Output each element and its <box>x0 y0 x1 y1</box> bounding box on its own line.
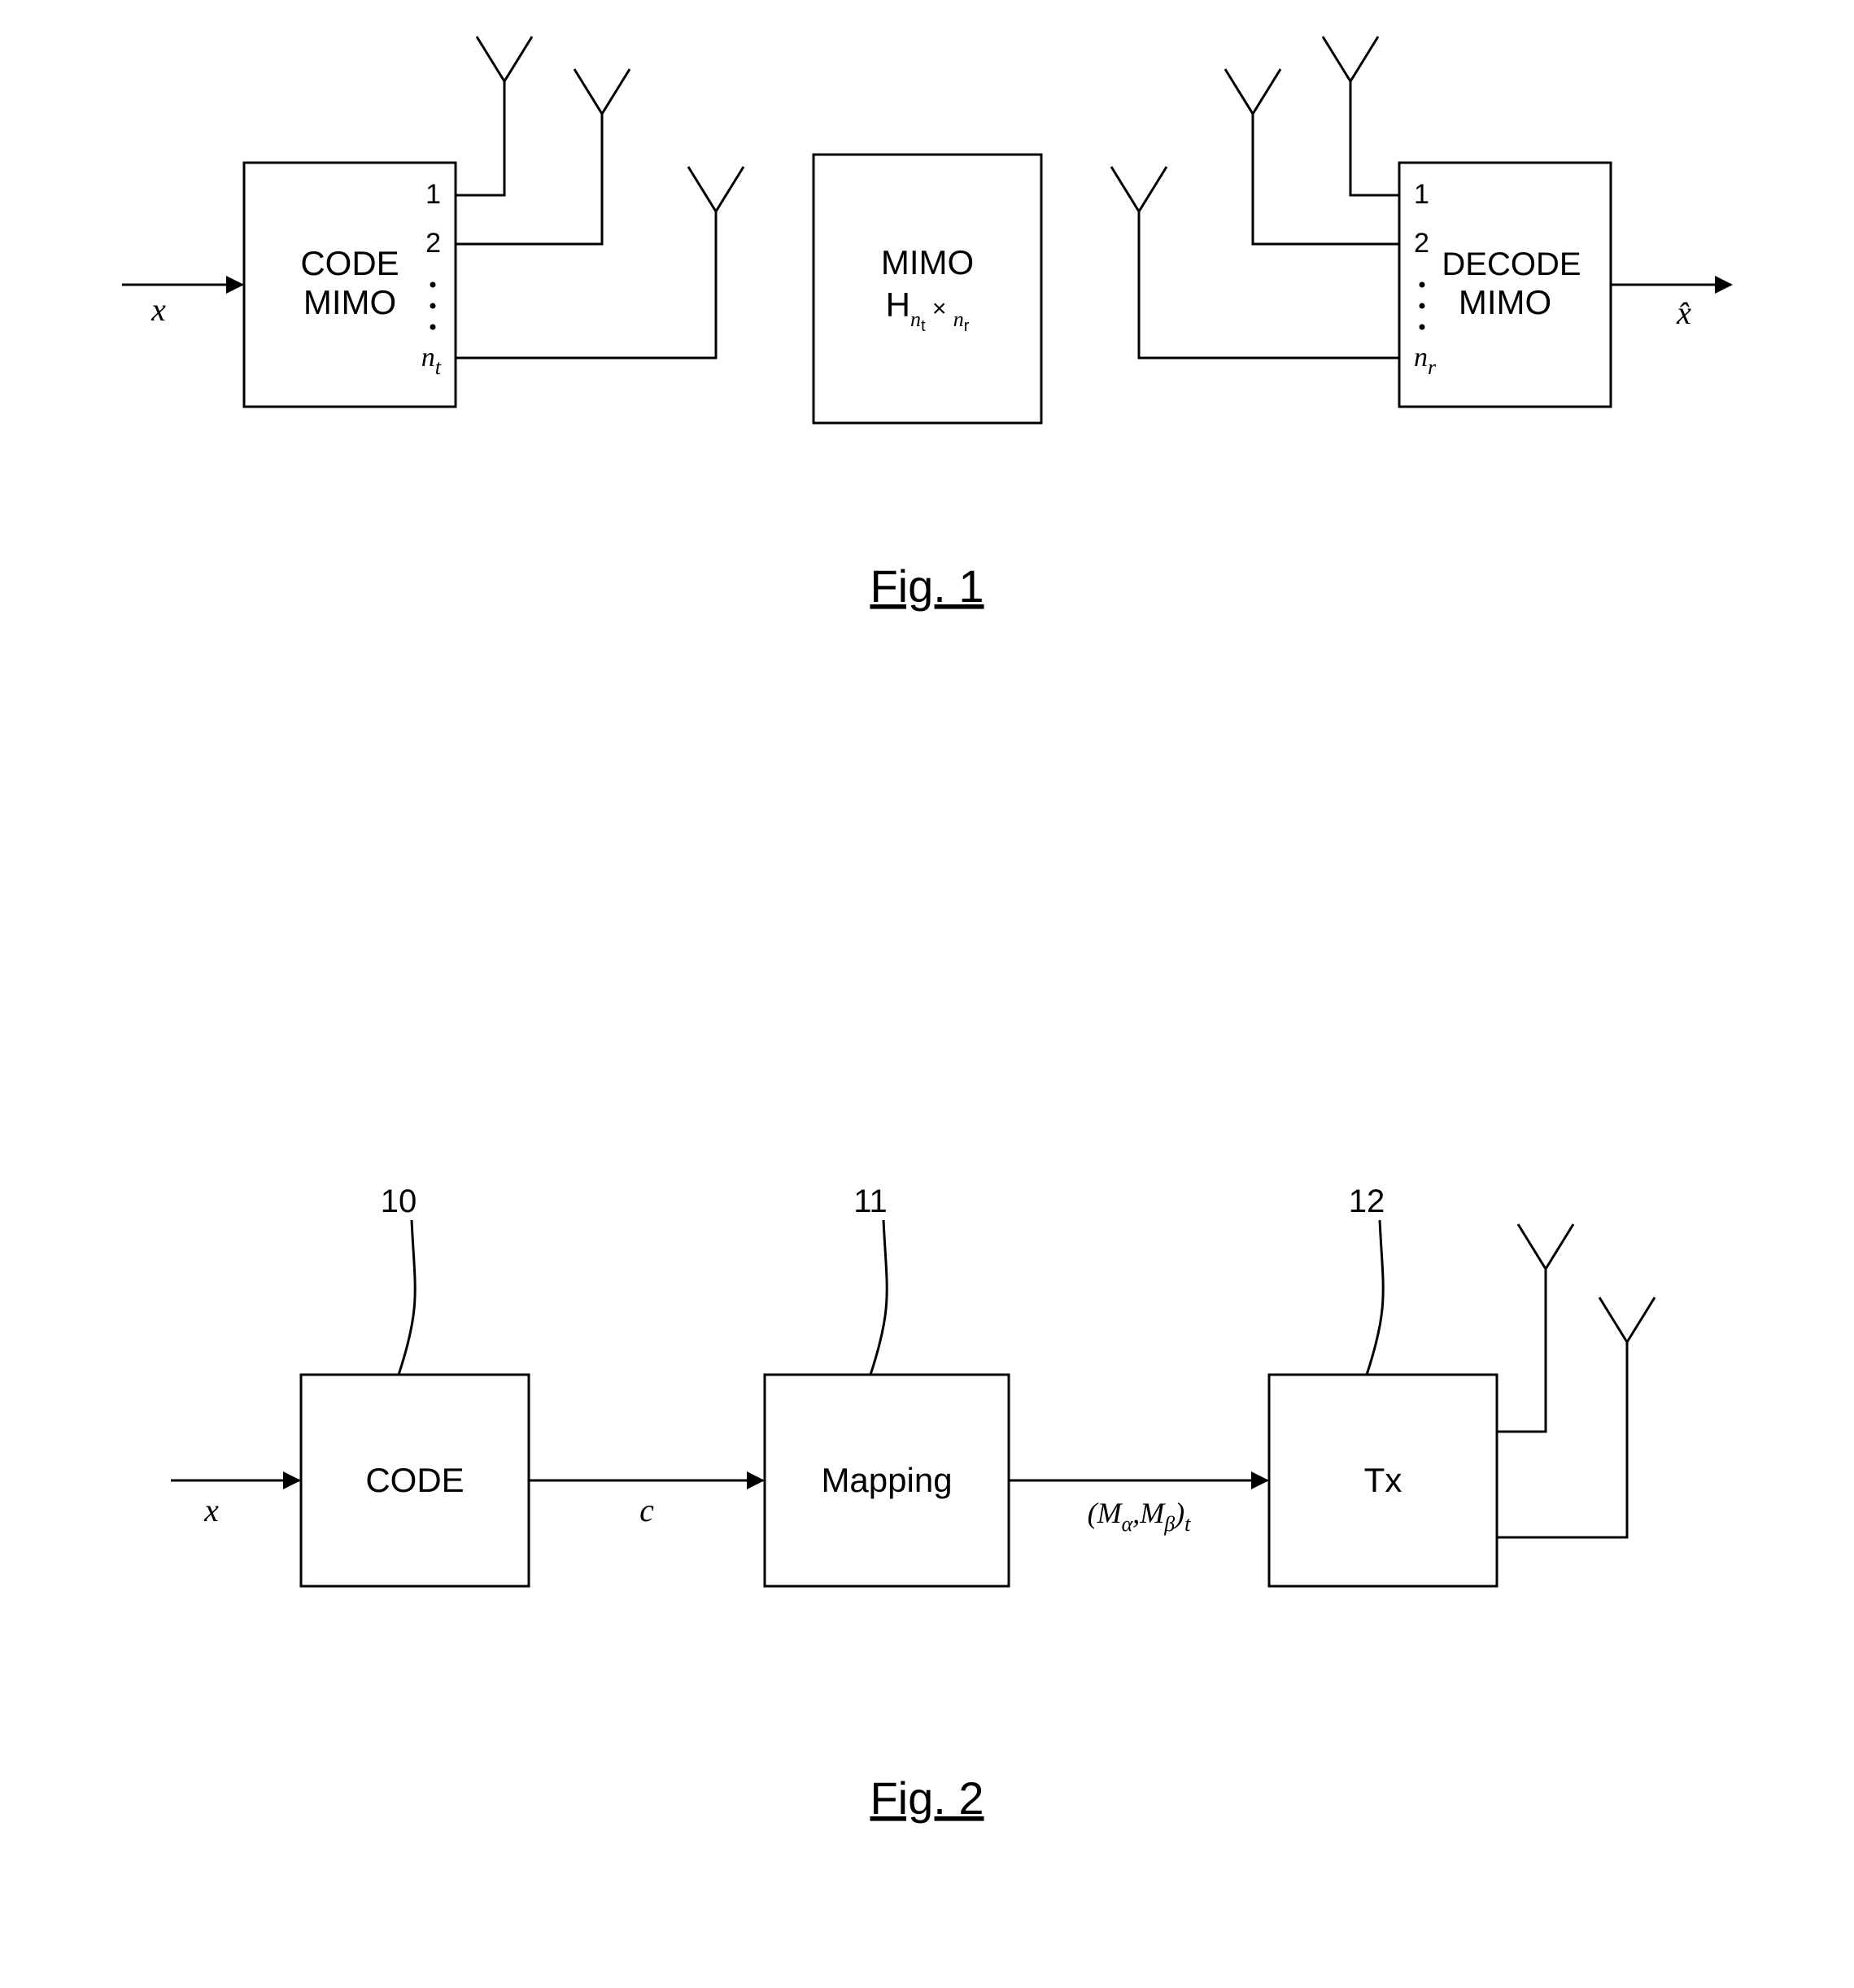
fig1-rx-antenna-1 <box>1323 37 1399 195</box>
fig1-input-label: x <box>151 291 166 328</box>
svg-text:Hnt × nr: Hnt × nr <box>886 286 970 335</box>
fig1-output-arrow <box>1611 276 1733 294</box>
svg-text:2: 2 <box>425 228 441 259</box>
fig1-input-arrow <box>122 276 244 294</box>
svg-text:10: 10 <box>381 1184 417 1219</box>
svg-text:11: 11 <box>853 1184 888 1219</box>
fig1-rx-antenna-2 <box>1225 69 1399 244</box>
fig2-tx-antenna-2 <box>1497 1297 1655 1537</box>
fig2-leader-12 <box>1367 1220 1383 1375</box>
svg-text:Mapping: Mapping <box>821 1461 952 1499</box>
fig1-output-label: x̂ <box>1676 294 1691 331</box>
svg-text:MIMO: MIMO <box>881 243 974 281</box>
svg-text:nt: nt <box>421 342 442 379</box>
svg-text:CODE: CODE <box>300 244 399 282</box>
svg-text:(Mα,Mβ)t: (Mα,Mβ)t <box>1088 1497 1192 1536</box>
fig2-arrow-code-mapping <box>529 1471 765 1489</box>
svg-text:x: x <box>203 1492 219 1528</box>
svg-text:CODE: CODE <box>365 1461 464 1499</box>
fig1-caption: Fig. 1 <box>870 560 984 612</box>
svg-text:Tx: Tx <box>1364 1461 1402 1499</box>
svg-text:DECODE: DECODE <box>1442 246 1581 282</box>
svg-text:12: 12 <box>1349 1184 1385 1219</box>
fig2-arrow-mapping-tx <box>1009 1471 1269 1489</box>
fig1-tx-antenna-2 <box>456 69 630 244</box>
svg-text:MIMO: MIMO <box>1459 283 1551 321</box>
fig2-tx-antenna-1 <box>1497 1224 1573 1432</box>
fig2-caption: Fig. 2 <box>870 1772 984 1824</box>
svg-text:nr: nr <box>1414 342 1437 379</box>
svg-text:1: 1 <box>425 179 441 210</box>
fig1-tx-antenna-1 <box>456 37 532 195</box>
fig2-leader-11 <box>870 1220 887 1375</box>
svg-text:2: 2 <box>1414 228 1429 259</box>
fig2-leader-10 <box>399 1220 415 1375</box>
svg-text:1: 1 <box>1414 179 1429 210</box>
fig2-input-arrow <box>171 1471 301 1489</box>
fig1-channel-box <box>814 155 1041 423</box>
svg-text:MIMO: MIMO <box>303 283 396 321</box>
svg-text:c: c <box>639 1492 654 1528</box>
